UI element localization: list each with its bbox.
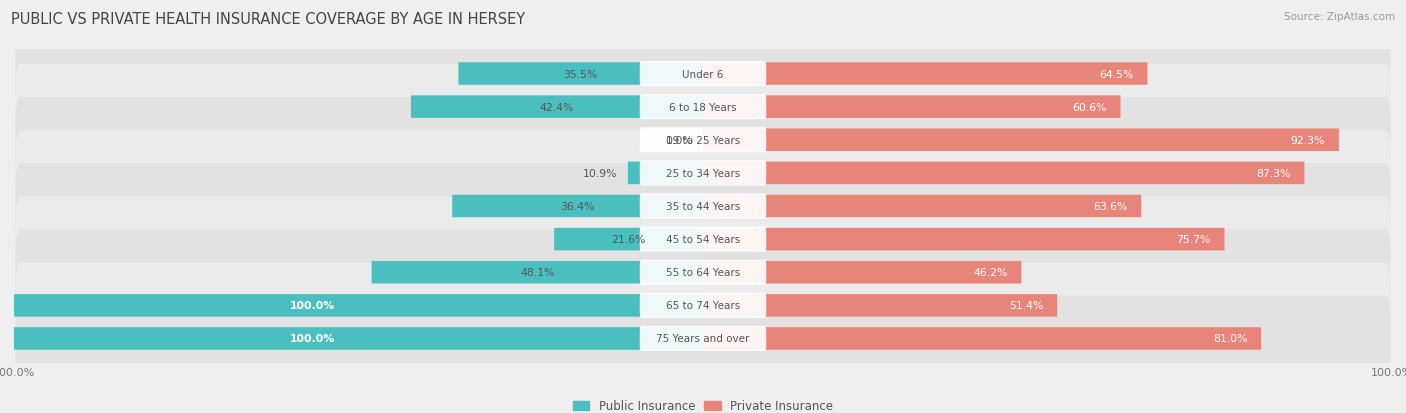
FancyBboxPatch shape xyxy=(640,326,766,351)
FancyBboxPatch shape xyxy=(453,195,703,218)
FancyBboxPatch shape xyxy=(703,96,1121,119)
Text: 100.0%: 100.0% xyxy=(290,334,335,344)
Text: 10.9%: 10.9% xyxy=(583,169,617,178)
Text: Source: ZipAtlas.com: Source: ZipAtlas.com xyxy=(1284,12,1395,22)
FancyBboxPatch shape xyxy=(703,129,1339,152)
FancyBboxPatch shape xyxy=(15,131,1391,216)
FancyBboxPatch shape xyxy=(640,260,766,285)
Text: 100.0%: 100.0% xyxy=(290,301,335,311)
Text: 65 to 74 Years: 65 to 74 Years xyxy=(666,301,740,311)
FancyBboxPatch shape xyxy=(14,294,703,317)
Text: 75.7%: 75.7% xyxy=(1177,235,1211,244)
Legend: Public Insurance, Private Insurance: Public Insurance, Private Insurance xyxy=(568,395,838,413)
FancyBboxPatch shape xyxy=(15,65,1391,150)
FancyBboxPatch shape xyxy=(640,161,766,186)
Text: 64.5%: 64.5% xyxy=(1099,69,1133,79)
Text: Under 6: Under 6 xyxy=(682,69,724,79)
Text: PUBLIC VS PRIVATE HEALTH INSURANCE COVERAGE BY AGE IN HERSEY: PUBLIC VS PRIVATE HEALTH INSURANCE COVER… xyxy=(11,12,526,27)
FancyBboxPatch shape xyxy=(703,63,1147,85)
Text: 87.3%: 87.3% xyxy=(1257,169,1291,178)
FancyBboxPatch shape xyxy=(640,194,766,219)
FancyBboxPatch shape xyxy=(458,63,703,85)
Text: 51.4%: 51.4% xyxy=(1010,301,1043,311)
FancyBboxPatch shape xyxy=(640,128,766,153)
FancyBboxPatch shape xyxy=(15,197,1391,282)
FancyBboxPatch shape xyxy=(703,261,1021,284)
FancyBboxPatch shape xyxy=(703,228,1225,251)
Text: 6 to 18 Years: 6 to 18 Years xyxy=(669,102,737,112)
Text: 60.6%: 60.6% xyxy=(1073,102,1107,112)
Text: 45 to 54 Years: 45 to 54 Years xyxy=(666,235,740,244)
FancyBboxPatch shape xyxy=(640,293,766,318)
FancyBboxPatch shape xyxy=(15,98,1391,183)
Text: 35.5%: 35.5% xyxy=(564,69,598,79)
FancyBboxPatch shape xyxy=(15,32,1391,117)
Text: 46.2%: 46.2% xyxy=(973,268,1008,278)
Text: 21.6%: 21.6% xyxy=(612,235,645,244)
FancyBboxPatch shape xyxy=(640,62,766,87)
Text: 35 to 44 Years: 35 to 44 Years xyxy=(666,202,740,211)
FancyBboxPatch shape xyxy=(703,162,1305,185)
FancyBboxPatch shape xyxy=(15,230,1391,315)
FancyBboxPatch shape xyxy=(411,96,703,119)
FancyBboxPatch shape xyxy=(628,162,703,185)
FancyBboxPatch shape xyxy=(640,95,766,120)
Text: 25 to 34 Years: 25 to 34 Years xyxy=(666,169,740,178)
Text: 42.4%: 42.4% xyxy=(540,102,574,112)
FancyBboxPatch shape xyxy=(640,227,766,252)
Text: 48.1%: 48.1% xyxy=(520,268,554,278)
Text: 92.3%: 92.3% xyxy=(1291,135,1324,145)
FancyBboxPatch shape xyxy=(703,294,1057,317)
FancyBboxPatch shape xyxy=(703,195,1142,218)
Text: 55 to 64 Years: 55 to 64 Years xyxy=(666,268,740,278)
FancyBboxPatch shape xyxy=(703,328,1261,350)
FancyBboxPatch shape xyxy=(15,296,1391,381)
Text: 63.6%: 63.6% xyxy=(1092,202,1128,211)
FancyBboxPatch shape xyxy=(371,261,703,284)
Text: 19 to 25 Years: 19 to 25 Years xyxy=(666,135,740,145)
FancyBboxPatch shape xyxy=(15,164,1391,249)
FancyBboxPatch shape xyxy=(14,328,703,350)
Text: 75 Years and over: 75 Years and over xyxy=(657,334,749,344)
Text: 0.0%: 0.0% xyxy=(665,135,693,145)
FancyBboxPatch shape xyxy=(554,228,703,251)
Text: 81.0%: 81.0% xyxy=(1213,334,1247,344)
Text: 36.4%: 36.4% xyxy=(561,202,595,211)
FancyBboxPatch shape xyxy=(15,263,1391,348)
